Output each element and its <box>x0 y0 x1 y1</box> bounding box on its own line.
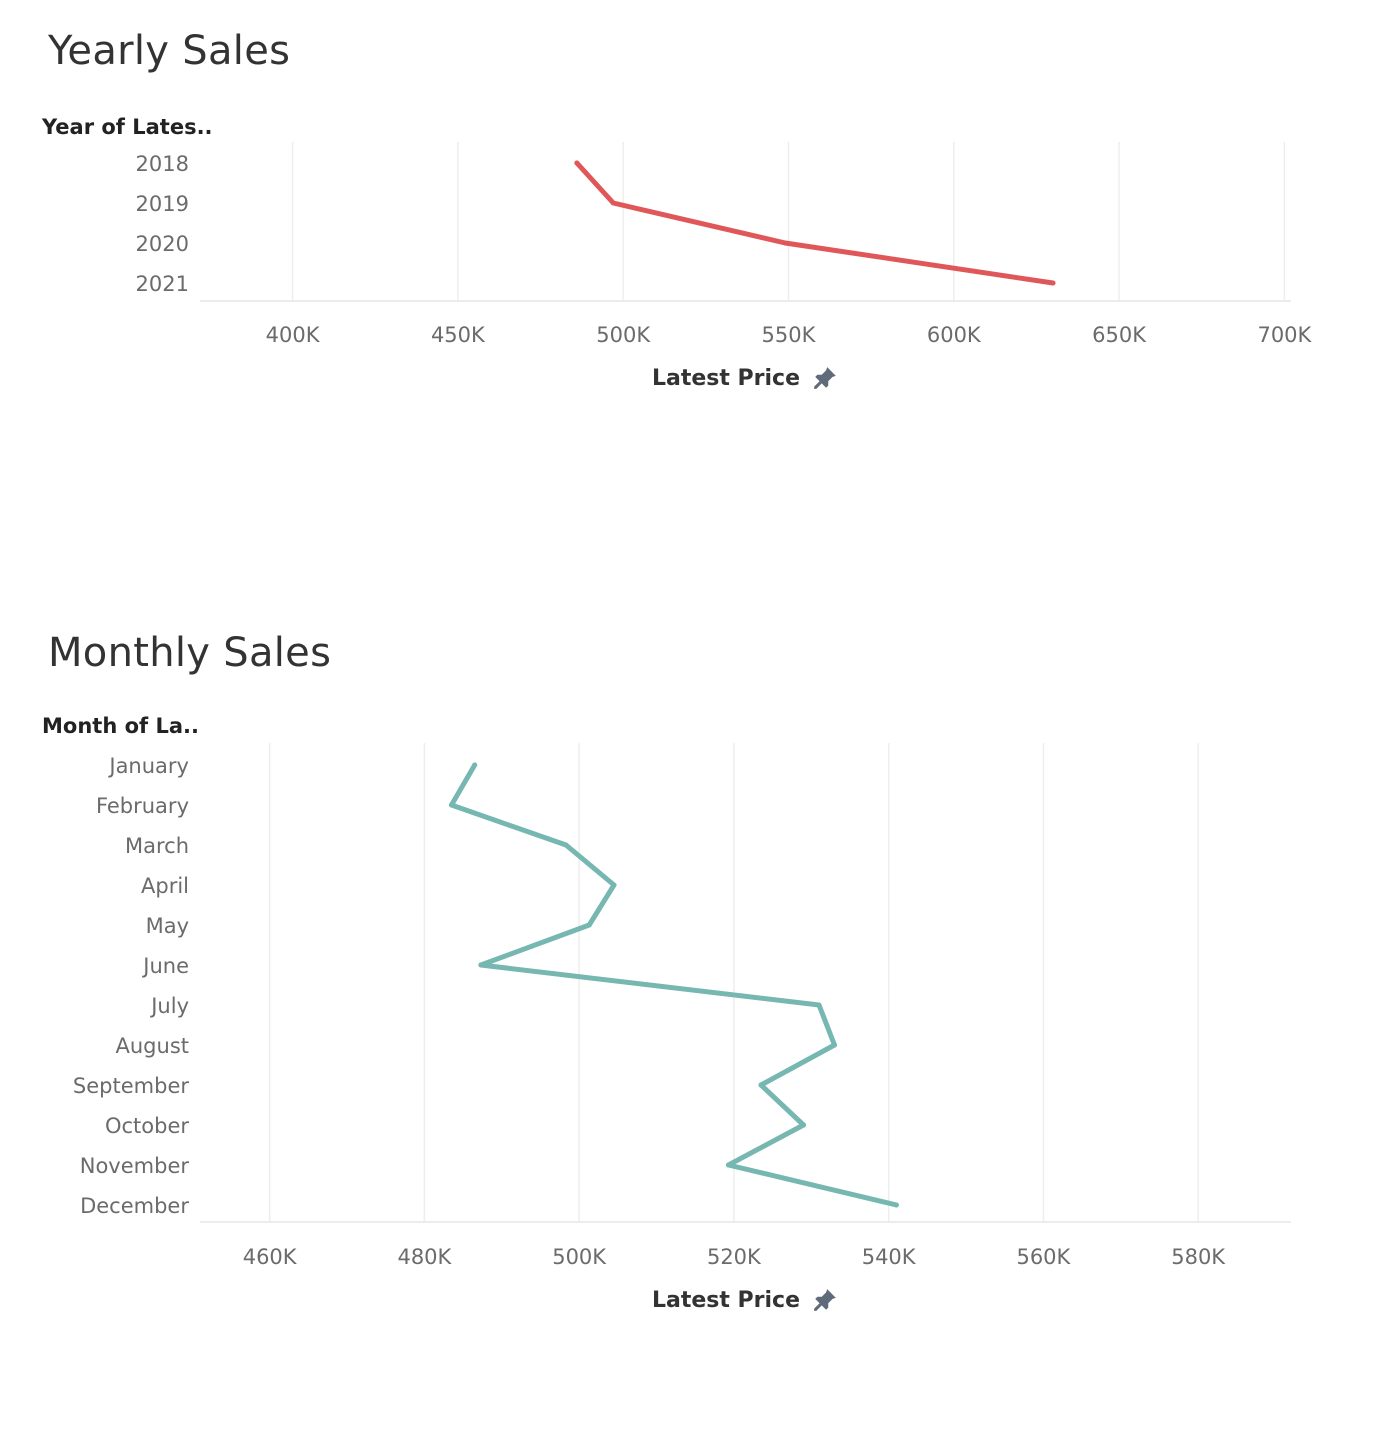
yearly-x-tick-label: 600K <box>927 323 982 347</box>
monthly-x-tick-label: 460K <box>243 1245 298 1269</box>
monthly-x-axis-title-row: Latest Price <box>0 1287 1400 1313</box>
monthly-data-point <box>478 962 484 968</box>
yearly-x-axis-title-row: Latest Price <box>0 365 1400 391</box>
monthly-y-tick-label: April <box>141 874 189 898</box>
yearly-y-tick-label: 2021 <box>136 272 189 296</box>
monthly-y-tick-label: March <box>125 834 189 858</box>
monthly-x-tick-label: 500K <box>552 1245 607 1269</box>
monthly-x-tick-label: 520K <box>707 1245 762 1269</box>
pin-icon[interactable] <box>812 365 838 391</box>
monthly-data-point <box>893 1202 899 1208</box>
monthly-y-tick-label: October <box>105 1114 189 1138</box>
yearly-y-tick-label: 2019 <box>136 192 189 216</box>
yearly-x-tick-label: 500K <box>596 323 651 347</box>
yearly-y-tick-label: 2018 <box>136 152 189 176</box>
yearly-y-axis-header[interactable]: Year of Lates.. <box>42 115 213 139</box>
monthly-data-point <box>831 1042 837 1048</box>
monthly-x-tick-label: 480K <box>397 1245 452 1269</box>
monthly-y-axis-header[interactable]: Month of La.. <box>42 714 199 738</box>
monthly-data-point <box>758 1082 764 1088</box>
monthly-chart-title: Monthly Sales <box>48 630 332 676</box>
yearly-data-point <box>782 240 788 246</box>
monthly-data-point <box>563 842 569 848</box>
yearly-y-tick-label: 2020 <box>136 232 189 256</box>
monthly-x-tick-label: 580K <box>1171 1245 1226 1269</box>
monthly-y-tick-label: December <box>80 1194 189 1218</box>
monthly-y-tick-label: July <box>149 994 189 1018</box>
yearly-data-point <box>574 160 580 166</box>
monthly-data-point <box>472 762 478 768</box>
yearly-data-point <box>610 200 616 206</box>
monthly-data-point <box>448 802 454 808</box>
monthly-series-line <box>449 762 899 1208</box>
monthly-data-point <box>611 882 617 888</box>
monthly-y-tick-label: May <box>146 914 189 938</box>
yearly-x-tick-label: 550K <box>762 323 817 347</box>
yearly-data-point <box>1050 280 1056 286</box>
monthly-y-tick-label: February <box>96 794 189 818</box>
monthly-data-point <box>816 1002 822 1008</box>
monthly-y-tick-label: August <box>116 1034 190 1058</box>
monthly-y-tick-label: November <box>80 1154 190 1178</box>
monthly-x-tick-label: 540K <box>862 1245 917 1269</box>
yearly-x-tick-label: 450K <box>431 323 486 347</box>
monthly-y-tick-label: September <box>73 1074 189 1098</box>
monthly-sales-chart: 460K 480K 500K 520K 540K 560K 580K January Febru… <box>73 743 1291 1269</box>
monthly-x-axis-title: Latest Price <box>651 1287 801 1313</box>
yearly-x-tick-label: 700K <box>1257 323 1312 347</box>
yearly-series-line <box>574 160 1056 286</box>
monthly-data-point <box>801 1122 807 1128</box>
yearly-chart-title: Yearly Sales <box>48 28 291 74</box>
monthly-y-tick-label: June <box>141 954 189 978</box>
yearly-sales-chart: 400K 450K 500K 550K 600K 650K 700K 2018 2019 2020… <box>136 142 1313 347</box>
pin-icon[interactable] <box>812 1287 838 1313</box>
monthly-data-point <box>725 1162 731 1168</box>
yearly-x-tick-label: 650K <box>1092 323 1147 347</box>
monthly-y-tick-label: January <box>107 754 189 778</box>
monthly-x-tick-label: 560K <box>1016 1245 1071 1269</box>
yearly-x-tick-label: 400K <box>266 323 321 347</box>
yearly-x-axis-title: Latest Price <box>651 365 801 391</box>
monthly-data-point <box>586 922 592 928</box>
